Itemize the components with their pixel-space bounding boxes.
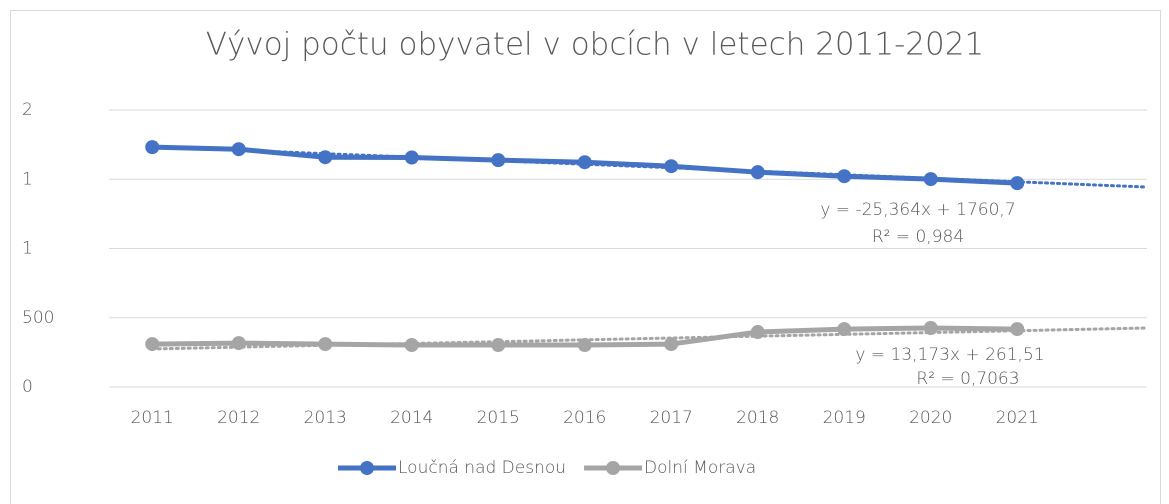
- chart-title: Vývoj počtu obyvatel v obcích v letech 2…: [206, 27, 984, 63]
- x-tick-label: 2017: [650, 408, 693, 428]
- point: [491, 338, 506, 353]
- trend-equation: y = -25,364x + 1760,7: [820, 200, 1015, 220]
- trendline: [150, 326, 1149, 351]
- legend-marker: [360, 461, 374, 475]
- point: [318, 150, 333, 165]
- point: [491, 153, 506, 168]
- trend-r2: R² = 0,984: [872, 227, 964, 247]
- y-tick-label: 2: [22, 100, 33, 120]
- point: [231, 142, 246, 157]
- point: [923, 172, 938, 187]
- trend-equation: y = 13,173x + 261,51: [855, 345, 1044, 365]
- point: [577, 155, 592, 170]
- point: [837, 169, 852, 184]
- point: [837, 322, 852, 337]
- y-tick-label: 1: [22, 239, 33, 259]
- point: [145, 140, 160, 155]
- x-tick-label: 2012: [217, 408, 260, 428]
- point: [1010, 322, 1025, 337]
- point: [145, 337, 160, 352]
- legend-label: Dolní Morava: [644, 458, 756, 478]
- point: [318, 337, 333, 352]
- point: [577, 338, 592, 353]
- legend-label: Loučná nad Desnou: [398, 458, 566, 478]
- y-tick-label: 500: [22, 308, 54, 328]
- point: [404, 338, 419, 353]
- point: [750, 165, 765, 180]
- x-tick-label: 2018: [736, 408, 779, 428]
- point: [404, 150, 419, 165]
- point: [750, 325, 765, 340]
- trend-r2: R² = 0,7063: [916, 369, 1019, 389]
- x-tick-label: 2013: [304, 408, 347, 428]
- x-tick-label: 2016: [563, 408, 606, 428]
- y-tick-label: 1: [22, 169, 33, 189]
- point: [923, 320, 938, 335]
- x-tick-label: 2011: [131, 408, 174, 428]
- y-tick-label: 0: [22, 377, 33, 397]
- x-tick-label: 2014: [390, 408, 433, 428]
- point: [664, 337, 679, 352]
- point: [1010, 176, 1025, 191]
- legend-marker: [606, 461, 621, 475]
- x-tick-label: 2015: [477, 408, 520, 428]
- x-tick-label: 2020: [909, 408, 952, 428]
- point: [664, 159, 679, 174]
- x-tick-label: 2021: [996, 408, 1039, 428]
- point: [231, 336, 246, 351]
- x-tick-label: 2019: [823, 408, 866, 428]
- chart-frame: [10, 10, 1161, 504]
